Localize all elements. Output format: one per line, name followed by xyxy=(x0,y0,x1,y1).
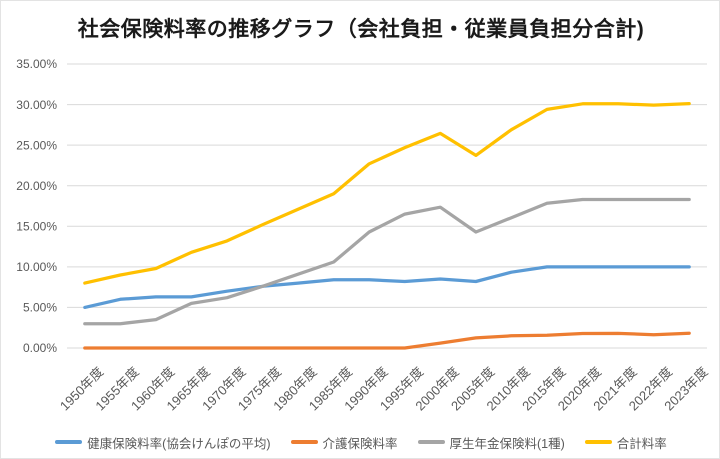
y-axis-tick-label: 10.00% xyxy=(16,260,57,274)
legend-label: 厚生年金保険料(1種) xyxy=(449,436,565,451)
legend-item-nursing-care-insurance-rate: 介護保険料率 xyxy=(290,433,398,452)
y-axis-tick-label: 15.00% xyxy=(16,219,57,233)
chart-title: 社会保険料率の推移グラフ（会社負担・従業員負担分合計) xyxy=(77,18,645,41)
legend-line-marker xyxy=(417,440,445,444)
y-axis-tick-label: 25.00% xyxy=(16,138,57,152)
y-axis-tick-label: 0.00% xyxy=(23,341,57,355)
legend-label: 合計料率 xyxy=(616,436,667,451)
legend-line-marker xyxy=(55,440,83,444)
y-axis-tick-label: 20.00% xyxy=(16,179,57,193)
series-line-total-rate xyxy=(83,101,691,285)
legend-item-welfare-pension-rate: 厚生年金保険料(1種) xyxy=(417,433,565,452)
legend-item-health-insurance-rate: 健康保険料率(協会けんぽの平均) xyxy=(55,433,271,452)
y-axis-tick-label: 5.00% xyxy=(23,301,57,315)
y-axis-tick-label: 35.00% xyxy=(16,57,57,71)
legend-line-marker xyxy=(290,440,318,444)
series-line-health-insurance-rate xyxy=(83,265,691,310)
legend-label: 介護保険料率 xyxy=(322,436,398,451)
series-line-welfare-pension-rate xyxy=(83,197,691,326)
series-line-nursing-care-insurance-rate xyxy=(83,331,691,350)
chart-legend: 健康保険料率(協会けんぽの平均) 介護保険料率 厚生年金保険料(1種) 合計料率 xyxy=(1,431,719,453)
legend-label: 健康保険料率(協会けんぽの平均) xyxy=(87,436,271,451)
y-axis-tick-label: 30.00% xyxy=(16,98,57,112)
legend-line-marker xyxy=(584,440,612,444)
legend-item-total-rate: 合計料率 xyxy=(584,433,667,452)
